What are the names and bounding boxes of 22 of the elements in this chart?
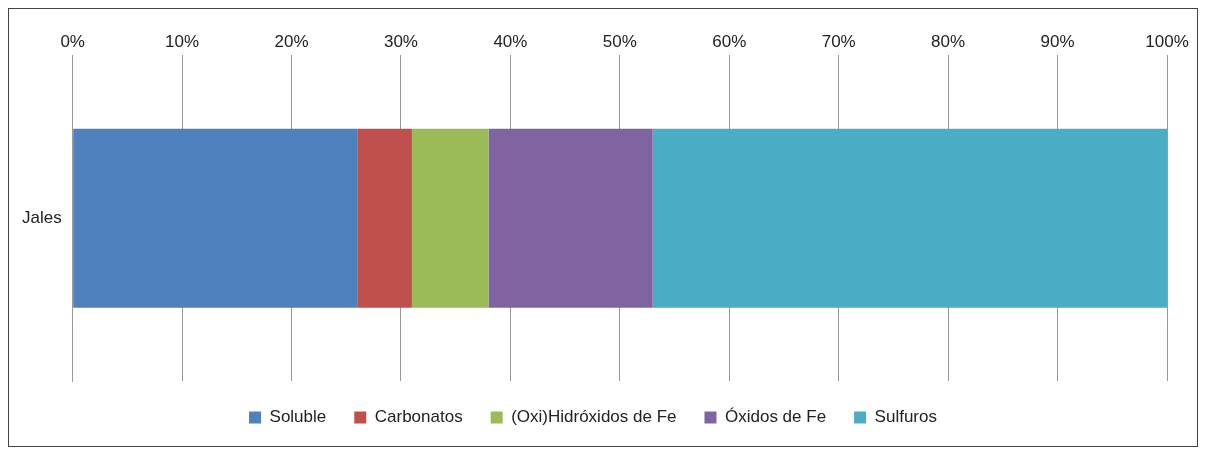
x-tick-label: 80% [931,31,966,51]
x-tick-label: 60% [712,31,747,51]
x-tick-label: 100% [1145,31,1189,51]
legend-label: Soluble [269,407,327,427]
legend-label: (Oxi)Hidróxidos de Fe [511,407,677,427]
bar [411,128,489,308]
x-tick-label: 20% [274,31,309,51]
bar [357,128,412,308]
bar [652,128,1167,308]
legend-label: Carbonatos [374,407,463,427]
x-tick-label: 50% [602,31,637,51]
x-tick-label: 30% [383,31,418,51]
legend-label: Óxidos de Fe [724,407,827,427]
x-tick-label: 10% [165,31,200,51]
y-tick-label: Jales [22,207,62,227]
x-tick-label: 70% [821,31,856,51]
bar [488,128,653,308]
legend-label: Sulfuros [874,407,937,427]
x-tick-label: 90% [1040,31,1075,51]
bar [73,128,358,308]
x-tick-label: 40% [493,31,528,51]
x-tick-label: 0% [60,31,85,51]
